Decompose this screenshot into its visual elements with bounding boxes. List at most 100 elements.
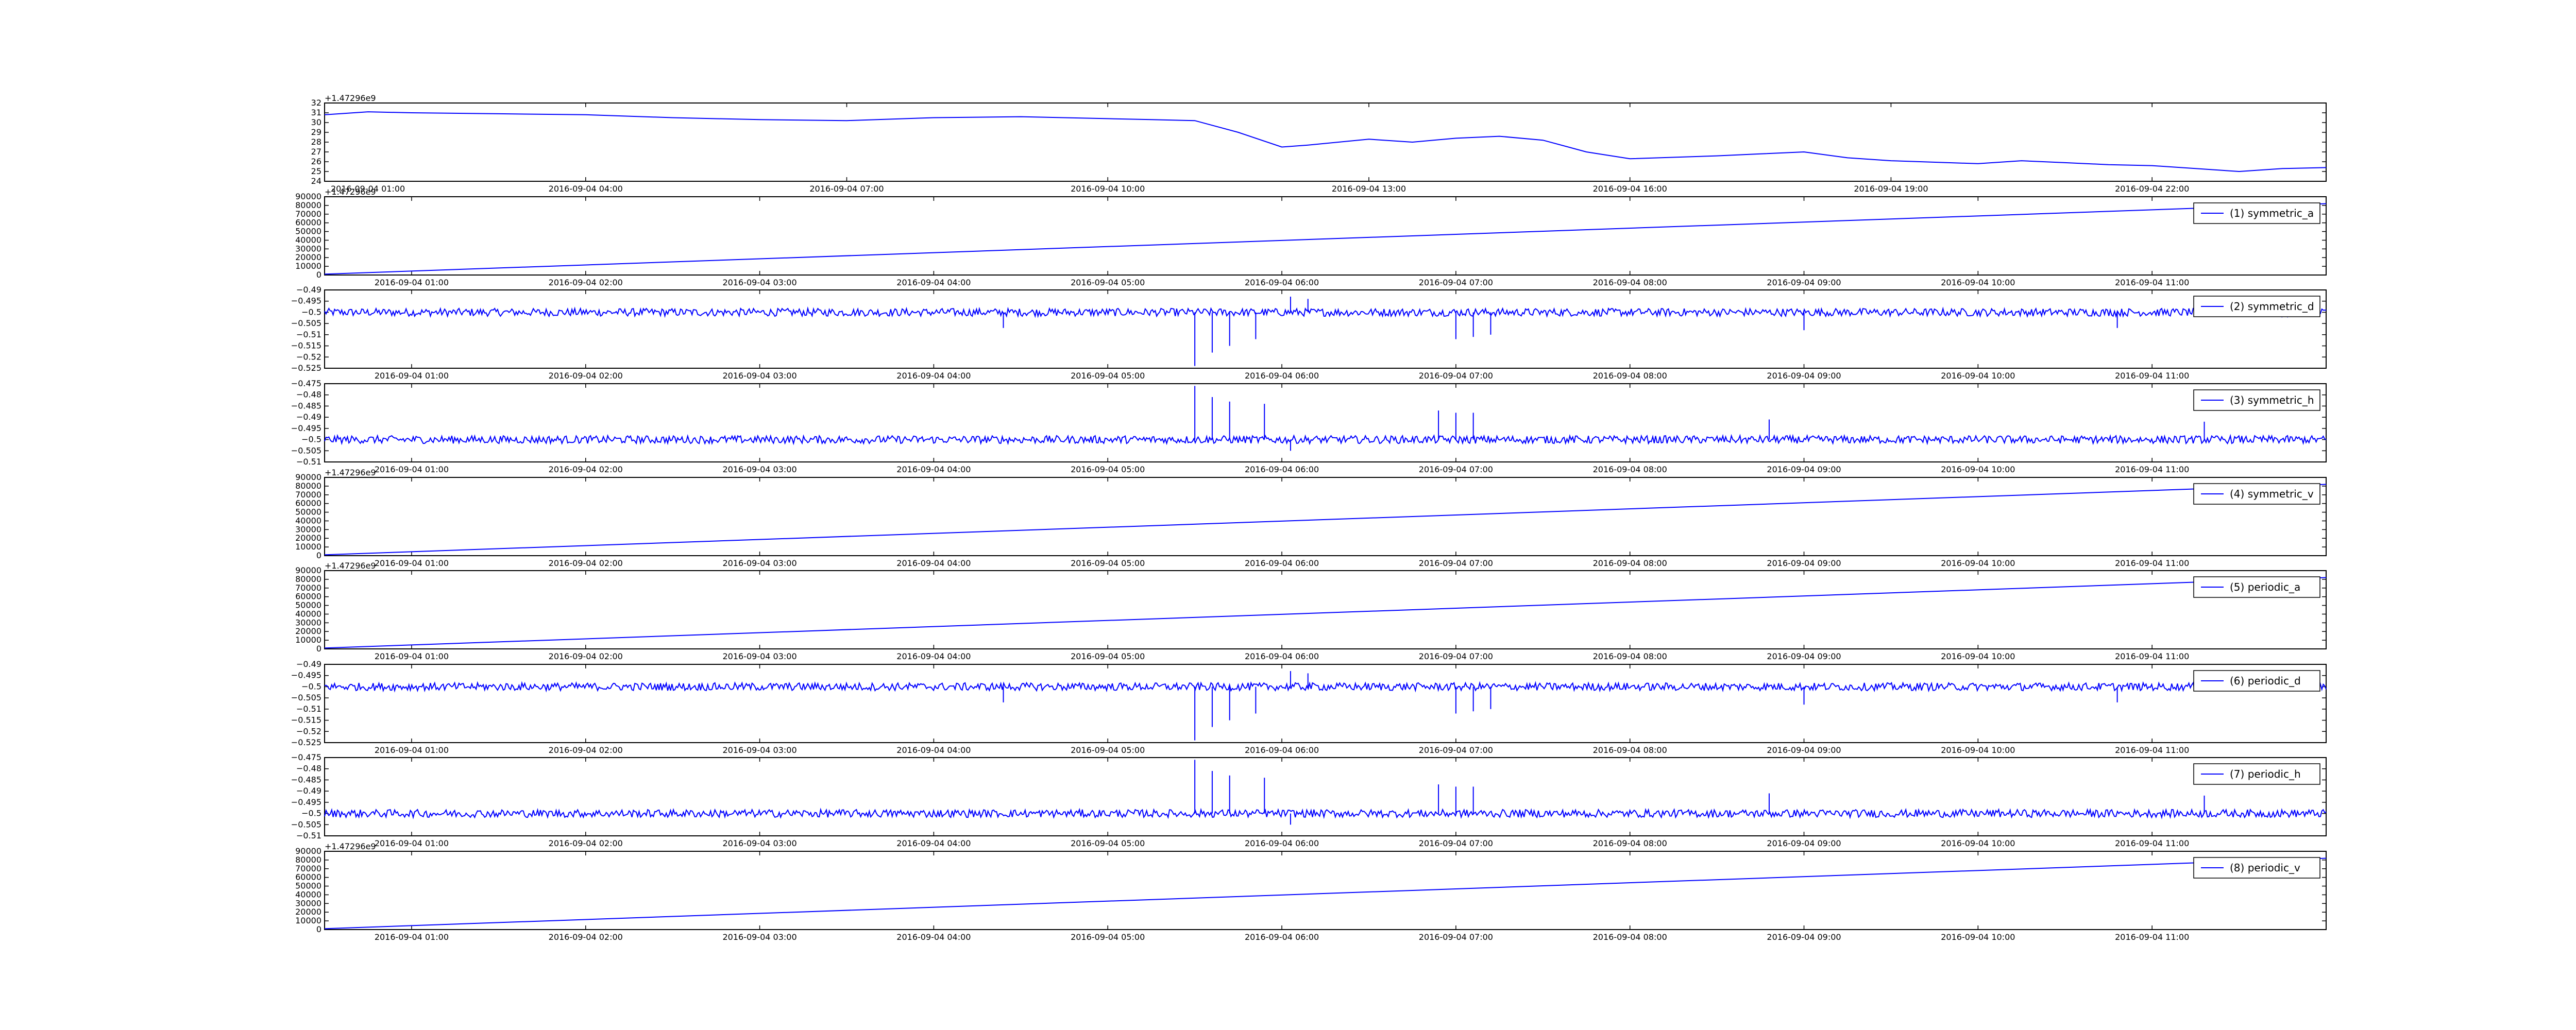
y-tick-label: 30000 xyxy=(295,244,321,253)
x-tick-label: 2016-09-04 09:00 xyxy=(1767,465,1841,474)
y-tick-label: 20000 xyxy=(295,626,321,636)
axes-frame xyxy=(324,851,2327,930)
x-tick-label: 2016-09-04 10:00 xyxy=(1941,745,2015,755)
x-tick-label: 2016-09-04 16:00 xyxy=(1593,184,1667,194)
x-tick-label: 2016-09-04 05:00 xyxy=(1071,278,1145,287)
y-tick-label: 30 xyxy=(311,117,321,127)
y-tick-label: 20000 xyxy=(295,533,321,543)
y-tick-label: 70000 xyxy=(295,209,321,219)
y-tick-label: 70000 xyxy=(295,864,321,873)
y-tick-label: 10000 xyxy=(295,635,321,645)
y-tick-label: 20000 xyxy=(295,252,321,262)
y-tick-label: 0 xyxy=(316,551,321,560)
y-tick-label: 80000 xyxy=(295,481,321,491)
y-tick-label: 40000 xyxy=(295,889,321,899)
y-tick-label: −0.475 xyxy=(291,379,321,388)
x-tick-label: 2016-09-04 07:00 xyxy=(1419,278,1493,287)
x-tick-label: 2016-09-04 02:00 xyxy=(549,745,623,755)
y-tick-label: −0.515 xyxy=(291,341,321,351)
x-tick-label: 2016-09-04 09:00 xyxy=(1767,651,1841,661)
y-tick-label: 70000 xyxy=(295,583,321,593)
series-line xyxy=(324,434,2327,445)
offset-text: +1.47296e9 xyxy=(325,842,376,851)
x-tick-label: 2016-09-04 11:00 xyxy=(2115,558,2189,568)
y-tick-label: 10000 xyxy=(295,916,321,925)
x-tick-label: 2016-09-04 04:00 xyxy=(896,278,971,287)
x-tick-label: 2016-09-04 05:00 xyxy=(1071,465,1145,474)
y-tick-label: 40000 xyxy=(295,609,321,619)
x-tick-label: 2016-09-04 03:00 xyxy=(722,838,796,848)
x-tick-label: 2016-09-04 03:00 xyxy=(722,745,796,755)
x-tick-label: 2016-09-04 03:00 xyxy=(722,465,796,474)
series-line xyxy=(324,577,2327,649)
y-tick-label: 26 xyxy=(311,157,321,166)
x-tick-label: 2016-09-04 02:00 xyxy=(549,558,623,568)
x-tick-label: 2016-09-04 07:00 xyxy=(1419,371,1493,381)
y-tick-label: 70000 xyxy=(295,490,321,500)
offset-text: +1.47296e9 xyxy=(325,187,376,197)
y-tick-label: −0.51 xyxy=(296,457,321,467)
y-tick-label: 30000 xyxy=(295,898,321,908)
x-tick-label: 2016-09-04 11:00 xyxy=(2115,371,2189,381)
x-tick-label: 2016-09-04 04:00 xyxy=(896,745,971,755)
x-tick-label: 2016-09-04 01:00 xyxy=(375,651,449,661)
y-tick-label: −0.49 xyxy=(296,412,321,422)
y-tick-label: 10000 xyxy=(295,542,321,552)
y-tick-label: 60000 xyxy=(295,218,321,228)
y-tick-label: −0.505 xyxy=(291,445,321,455)
x-tick-label: 2016-09-04 03:00 xyxy=(722,651,796,661)
x-tick-label: 2016-09-04 22:00 xyxy=(2115,184,2189,194)
x-tick-label: 2016-09-04 09:00 xyxy=(1767,278,1841,287)
axes-frame xyxy=(324,289,2327,369)
y-tick-label: −0.52 xyxy=(296,352,321,362)
y-tick-label: 40000 xyxy=(295,516,321,525)
x-tick-label: 2016-09-04 01:00 xyxy=(375,278,449,287)
x-tick-label: 2016-09-04 07:00 xyxy=(1419,932,1493,942)
legend-label: (5) periodic_a xyxy=(2230,581,2300,593)
y-tick-label: −0.49 xyxy=(296,659,321,669)
axes-frame xyxy=(324,570,2327,649)
y-tick-label: −0.505 xyxy=(291,693,321,702)
legend-label: (8) periodic_v xyxy=(2230,862,2300,874)
y-tick-label: 50000 xyxy=(295,507,321,517)
y-tick-label: −0.485 xyxy=(291,401,321,410)
axes-frame xyxy=(324,102,2327,182)
x-tick-label: 2016-09-04 07:00 xyxy=(809,184,884,194)
x-tick-label: 2016-09-04 07:00 xyxy=(1419,558,1493,568)
subplot-1: 0100002000030000400005000060000700008000… xyxy=(295,187,2327,287)
y-tick-label: −0.515 xyxy=(291,715,321,725)
y-tick-label: −0.48 xyxy=(296,764,321,774)
x-tick-label: 2016-09-04 03:00 xyxy=(722,558,796,568)
x-tick-label: 2016-09-04 04:00 xyxy=(896,932,971,942)
series-line xyxy=(324,111,2327,173)
x-tick-label: 2016-09-04 03:00 xyxy=(722,932,796,942)
x-tick-label: 2016-09-04 10:00 xyxy=(1941,558,2015,568)
x-tick-label: 2016-09-04 06:00 xyxy=(1245,465,1319,474)
x-tick-label: 2016-09-04 04:00 xyxy=(896,558,971,568)
offset-text: +1.47296e9 xyxy=(325,93,376,103)
y-tick-label: 90000 xyxy=(295,565,321,575)
x-tick-label: 2016-09-04 03:00 xyxy=(722,371,796,381)
x-tick-label: 2016-09-04 06:00 xyxy=(1245,651,1319,661)
x-tick-label: 2016-09-04 04:00 xyxy=(896,651,971,661)
y-tick-label: 60000 xyxy=(295,872,321,882)
subplot-2: −0.525−0.52−0.515 −0.51 −0.505−0.5−0.495−0… xyxy=(291,285,2327,381)
x-tick-label: 2016-09-04 11:00 xyxy=(2115,278,2189,287)
x-tick-label: 2016-09-04 05:00 xyxy=(1071,932,1145,942)
x-tick-label: 2016-09-04 06:00 xyxy=(1245,558,1319,568)
x-tick-label: 2016-09-04 06:00 xyxy=(1245,838,1319,848)
x-tick-label: 2016-09-04 08:00 xyxy=(1593,278,1667,287)
y-tick-label: −0.505 xyxy=(291,318,321,328)
x-tick-label: 2016-09-04 11:00 xyxy=(2115,932,2189,942)
y-tick-label: 20000 xyxy=(295,907,321,917)
x-tick-label: 2016-09-04 02:00 xyxy=(549,838,623,848)
axes-frame xyxy=(324,196,2327,276)
x-tick-label: 2016-09-04 08:00 xyxy=(1593,465,1667,474)
x-tick-label: 2016-09-04 08:00 xyxy=(1593,838,1667,848)
x-tick-label: 2016-09-04 04:00 xyxy=(896,465,971,474)
y-tick-label: −0.49 xyxy=(296,786,321,796)
x-tick-label: 2016-09-04 04:00 xyxy=(896,371,971,381)
series-line xyxy=(324,808,2327,820)
x-tick-label: 2016-09-04 01:00 xyxy=(331,184,405,194)
